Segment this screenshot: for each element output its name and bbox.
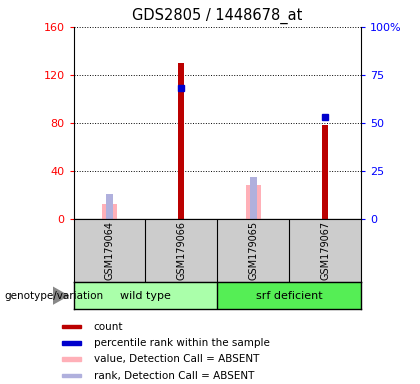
Bar xyxy=(246,185,261,219)
Text: GSM179065: GSM179065 xyxy=(248,221,258,280)
Bar xyxy=(322,125,328,219)
Title: GDS2805 / 1448678_at: GDS2805 / 1448678_at xyxy=(132,8,302,24)
Text: rank, Detection Call = ABSENT: rank, Detection Call = ABSENT xyxy=(94,371,254,381)
Text: GSM179066: GSM179066 xyxy=(176,221,186,280)
Bar xyxy=(102,204,117,219)
Text: value, Detection Call = ABSENT: value, Detection Call = ABSENT xyxy=(94,354,259,364)
Text: wild type: wild type xyxy=(120,291,171,301)
Text: GSM179064: GSM179064 xyxy=(105,221,115,280)
Bar xyxy=(62,358,81,361)
Text: srf deficient: srf deficient xyxy=(256,291,323,301)
Polygon shape xyxy=(52,286,69,305)
Bar xyxy=(62,325,81,328)
Bar xyxy=(178,63,184,219)
Bar xyxy=(250,177,257,219)
Text: GSM179067: GSM179067 xyxy=(320,221,330,280)
Text: percentile rank within the sample: percentile rank within the sample xyxy=(94,338,270,348)
Bar xyxy=(74,282,218,309)
Bar xyxy=(62,341,81,345)
Bar xyxy=(218,282,361,309)
Text: count: count xyxy=(94,322,123,332)
Bar xyxy=(106,194,113,219)
Bar xyxy=(62,374,81,377)
Text: genotype/variation: genotype/variation xyxy=(4,291,103,301)
